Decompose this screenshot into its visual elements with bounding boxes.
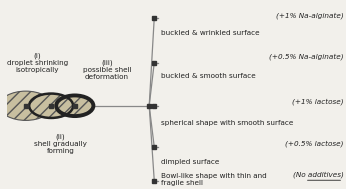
Text: Bowl-like shape with thin and
fragile shell: Bowl-like shape with thin and fragile sh… <box>161 173 267 186</box>
Text: dimpled surface: dimpled surface <box>161 159 219 165</box>
Text: (+1% lactose): (+1% lactose) <box>292 99 344 105</box>
Text: (i)
droplet shrinking
isotropically: (i) droplet shrinking isotropically <box>7 52 68 73</box>
Circle shape <box>0 91 52 120</box>
Text: spherical shape with smooth surface: spherical shape with smooth surface <box>161 120 293 126</box>
Text: (No additives): (No additives) <box>293 171 344 177</box>
Text: buckled & wrinkled surface: buckled & wrinkled surface <box>161 30 260 36</box>
Text: (+0.5% lactose): (+0.5% lactose) <box>285 140 344 147</box>
Circle shape <box>56 95 93 116</box>
Text: (ii)
shell gradually
forming: (ii) shell gradually forming <box>34 133 87 153</box>
Text: (+0.5% Na-alginate): (+0.5% Na-alginate) <box>269 54 344 60</box>
Text: (iii)
possible shell
deformation: (iii) possible shell deformation <box>83 60 131 80</box>
Circle shape <box>29 94 73 118</box>
Text: buckled & smooth surface: buckled & smooth surface <box>161 73 256 79</box>
Text: (+1% Na-alginate): (+1% Na-alginate) <box>276 12 344 19</box>
